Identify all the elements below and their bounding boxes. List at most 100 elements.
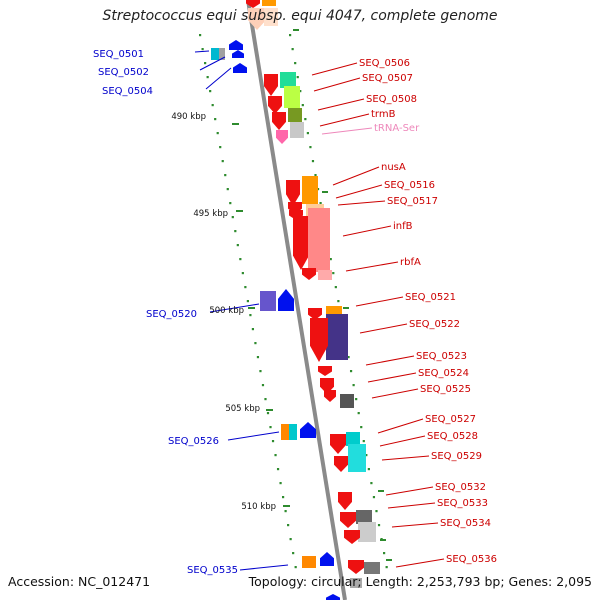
ruler-dot — [266, 412, 270, 415]
ruler-dot — [236, 244, 239, 247]
ruler-dot — [306, 132, 309, 135]
right-gene-label: SEQ_0532 — [435, 482, 486, 493]
gene-block — [350, 578, 362, 588]
leader-line — [317, 98, 365, 111]
ruler-dot — [301, 104, 304, 107]
scale-labels: 490 kbp 495 kbp 500 kbp 505 kbp 510 kbp — [171, 112, 276, 512]
gene-arrow — [308, 308, 322, 320]
leader-line — [335, 184, 383, 199]
left-gene-label: SEQ_0502 — [98, 67, 149, 78]
gene-arrow — [272, 112, 286, 130]
gene-block — [318, 270, 332, 280]
right-gene-label: SEQ_0517 — [387, 196, 438, 207]
ruler-dot — [224, 174, 227, 177]
ruler-dot — [362, 440, 365, 443]
ruler-dot — [294, 62, 297, 65]
gene-arrow — [276, 130, 288, 144]
leader-line — [337, 200, 386, 206]
scale-label: 495 kbp — [193, 209, 228, 219]
right-gene-label: SEQ_0528 — [427, 431, 478, 442]
leader-line — [355, 296, 404, 307]
ruler-dot — [264, 398, 267, 401]
gene-block — [326, 314, 348, 360]
right-gene-label: SEQ_0527 — [425, 414, 476, 425]
gene-arrow — [324, 390, 336, 402]
scale-label: 500 kbp — [209, 306, 244, 316]
ruler-dot — [279, 482, 282, 485]
left-gene-label: SEQ_0520 — [146, 309, 197, 320]
leader-line — [365, 355, 415, 366]
left-gene-label: SEQ_0504 — [102, 86, 153, 97]
gene-features — [211, 0, 380, 600]
ruler-dot — [259, 370, 262, 373]
leader-line — [239, 564, 289, 571]
ruler-dot — [294, 566, 297, 569]
leader-line — [209, 303, 260, 313]
gene-block — [262, 0, 276, 6]
ruler-dot — [375, 510, 378, 513]
gene-arrow — [268, 96, 282, 114]
gene-block — [289, 424, 297, 440]
gene-arrow — [310, 318, 328, 362]
ruler-dot — [244, 286, 247, 289]
right-gene-label: SEQ_0534 — [440, 518, 491, 529]
leader-line — [332, 166, 380, 186]
right-gene-label: SEQ_0516 — [384, 180, 435, 191]
ruler-dot — [289, 34, 292, 37]
ruler-dot — [281, 496, 285, 499]
gene-block — [302, 556, 316, 568]
left-gene-label: SEQ_0526 — [168, 436, 219, 447]
right-gene-label: SEQ_0521 — [405, 292, 456, 303]
gene-arrow — [302, 268, 316, 280]
ruler-dot — [309, 146, 312, 149]
leader-line — [395, 558, 445, 568]
ruler-dot — [332, 272, 335, 275]
ruler-dot — [239, 258, 242, 261]
right-gene-label: SEQ_0525 — [420, 384, 471, 395]
gene-arrow — [344, 530, 360, 544]
ruler-dot — [365, 454, 368, 457]
genome-backbone — [246, 0, 347, 600]
right-gene-label: SEQ_0536 — [446, 554, 497, 565]
ruler-dot — [311, 160, 315, 163]
right-gene-label: SEQ_0523 — [416, 351, 467, 362]
ruler-dot — [372, 496, 376, 499]
ruler-dot — [206, 76, 209, 79]
gene-arrow — [338, 492, 352, 510]
gene-arrow — [293, 216, 309, 270]
gene-arrow — [286, 180, 300, 206]
ruler-dot — [254, 342, 257, 345]
right-gene-label: nusA — [381, 162, 406, 173]
gene-arrow — [264, 74, 278, 96]
leader-line — [342, 225, 392, 237]
ruler-dot — [360, 426, 363, 429]
leader-line — [205, 67, 232, 90]
leader-line — [227, 431, 280, 441]
leader-line — [391, 522, 439, 528]
right-gene-label: tRNA-Ser — [374, 123, 420, 134]
ruler-dot — [352, 384, 355, 387]
gene-block — [288, 108, 302, 122]
ruler-dot — [377, 524, 381, 527]
leader-line — [379, 435, 426, 447]
leader-line — [385, 486, 434, 496]
ruler-dot — [231, 216, 234, 219]
genome-title: Streptococcus equi subsp. equi 4047, com… — [102, 8, 498, 24]
ruler-dot — [221, 160, 224, 163]
ruler-dot — [249, 314, 252, 317]
ruler-dot — [385, 566, 388, 569]
leader-line — [345, 261, 399, 272]
ruler-dot — [299, 90, 302, 93]
ruler-dot — [271, 440, 275, 443]
leader-line — [199, 56, 226, 71]
label-leader-lines — [194, 50, 445, 571]
leader-line — [381, 455, 430, 461]
gene-block — [260, 291, 276, 311]
ruler-dot — [296, 76, 299, 79]
ruler-dot — [256, 356, 260, 359]
ruler-dot — [219, 146, 222, 149]
right-gene-label: SEQ_0508 — [366, 94, 417, 105]
right-gene-label: SEQ_0529 — [431, 451, 482, 462]
ruler-dot — [276, 468, 280, 471]
gene-arrow — [318, 366, 332, 376]
